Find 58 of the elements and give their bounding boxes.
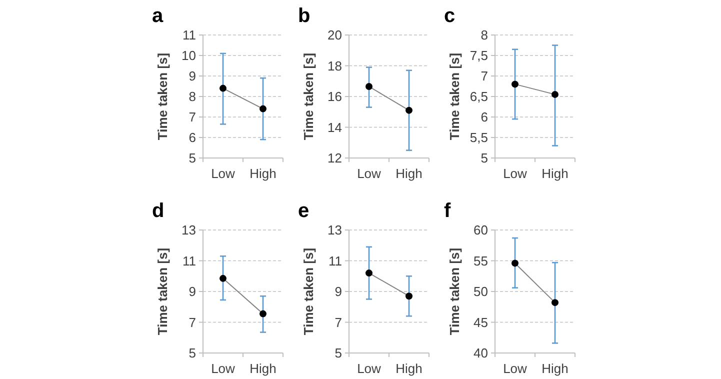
y-tick-label: 5: [188, 346, 196, 361]
y-tick-label: 10: [182, 48, 196, 64]
y-tick-label: 5,5: [470, 130, 488, 146]
y-axis-title: Time taken [s]: [155, 52, 170, 140]
y-tick-label: 11: [182, 253, 196, 268]
x-tick-label: High: [250, 361, 276, 376]
y-tick-label: 18: [328, 58, 342, 74]
y-tick-label: 60: [474, 222, 488, 238]
y-tick-label: 13: [182, 222, 196, 238]
x-tick-label: High: [250, 166, 276, 181]
y-tick-label: 9: [188, 68, 196, 84]
y-tick-label: 8: [188, 89, 196, 104]
y-tick-label: 20: [328, 28, 342, 43]
x-tick-label: Low: [357, 361, 382, 376]
y-axis-title: Time taken [s]: [447, 52, 462, 140]
y-tick-label: 40: [474, 346, 488, 361]
chart-title: b: [298, 5, 310, 27]
y-tick-label: 7: [188, 110, 196, 125]
y-tick-label: 11: [182, 28, 196, 43]
y-tick-label: 6,5: [470, 89, 488, 104]
x-tick-label: High: [542, 166, 568, 181]
chart-title: a: [152, 5, 164, 27]
y-axis-title: Time taken [s]: [301, 248, 316, 336]
y-tick-label: 55: [474, 253, 488, 268]
y-tick-label: 7: [188, 314, 196, 330]
x-tick-label: Low: [503, 361, 528, 376]
y-axis-title: Time taken [s]: [155, 248, 170, 336]
x-tick-label: High: [542, 361, 568, 376]
y-tick-label: 5: [188, 150, 196, 166]
y-tick-label: 6: [480, 110, 488, 125]
y-tick-label: 50: [474, 284, 488, 300]
x-tick-label: High: [396, 361, 422, 376]
chart-title: f: [444, 200, 451, 222]
x-tick-label: Low: [503, 166, 528, 181]
y-tick-label: 5: [480, 150, 488, 166]
y-tick-label: 14: [328, 120, 342, 135]
x-tick-label: Low: [211, 361, 236, 376]
y-axis-title: Time taken [s]: [447, 248, 462, 336]
y-axis-title: Time taken [s]: [301, 52, 316, 140]
chart-title: d: [152, 200, 164, 222]
y-tick-label: 7: [334, 314, 342, 330]
y-tick-label: 7,5: [470, 48, 488, 64]
x-tick-label: High: [396, 166, 422, 181]
y-tick-label: 45: [474, 314, 488, 330]
y-tick-label: 9: [334, 284, 342, 300]
chart-title: e: [298, 200, 310, 222]
x-tick-label: Low: [211, 166, 236, 181]
y-tick-label: 8: [480, 28, 488, 43]
y-tick-label: 16: [328, 89, 342, 104]
y-tick-label: 7: [480, 68, 488, 84]
y-tick-label: 11: [328, 253, 342, 268]
y-tick-label: 5: [334, 346, 342, 361]
y-tick-label: 13: [328, 222, 342, 238]
x-tick-label: Low: [357, 166, 382, 181]
y-tick-label: 6: [188, 130, 196, 146]
chart-title: c: [444, 5, 456, 27]
y-tick-label: 12: [328, 150, 342, 166]
y-tick-label: 9: [188, 284, 196, 300]
